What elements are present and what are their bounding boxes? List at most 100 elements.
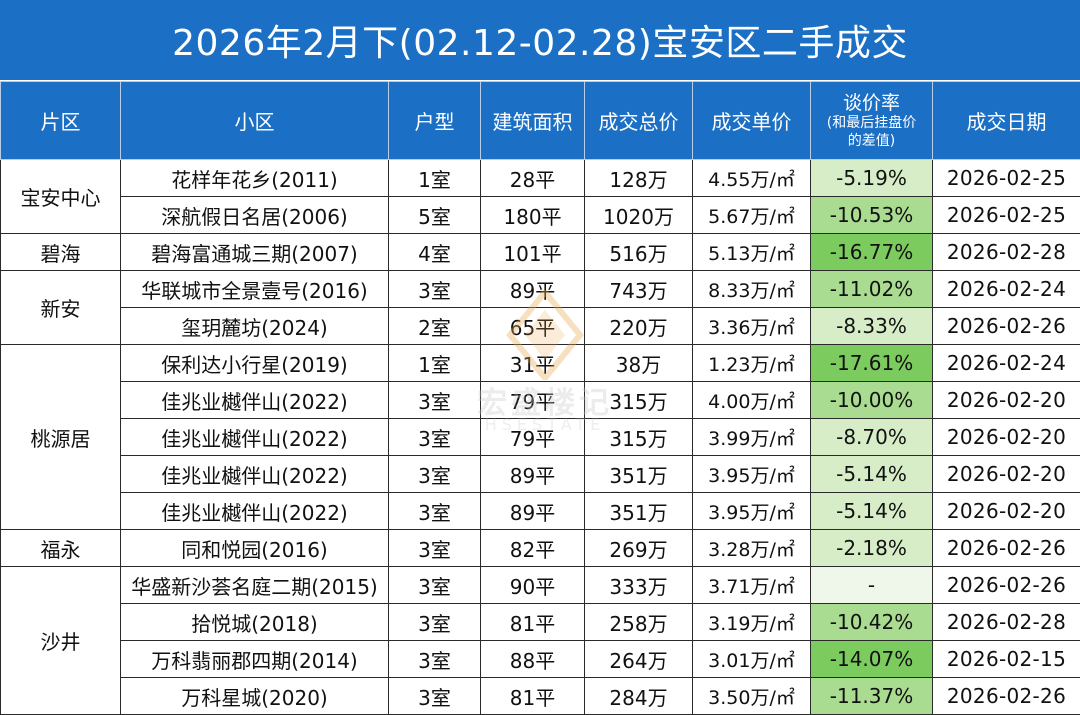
unit-price-value: 3.28	[708, 539, 750, 561]
discount-rate-cell: -11.37%	[811, 678, 933, 715]
header-rate-title: 谈价率	[811, 92, 932, 114]
district-cell: 碧海	[1, 234, 121, 271]
discount-rate-cell: -5.19%	[811, 160, 933, 197]
layout-cell: 2室	[389, 308, 481, 345]
area-cell: 90平	[481, 567, 585, 604]
header-community: 小区	[121, 82, 389, 160]
district-cell: 福永	[1, 530, 121, 567]
area-cell: 81平	[481, 678, 585, 715]
unit-price-value: 3.01	[708, 650, 750, 672]
unit-price-value: 3.99	[708, 428, 750, 450]
unit-price-suffix: 万/㎡	[750, 465, 794, 487]
area-cell: 65平	[481, 308, 585, 345]
total-price-cell: 284万	[585, 678, 693, 715]
total-price-cell: 516万	[585, 234, 693, 271]
header-row: 片区 小区 户型 建筑面积 成交总价 成交单价 谈价率 (和最后挂盘价 的差值)…	[1, 82, 1080, 160]
area-cell: 89平	[481, 456, 585, 493]
unit-price-cell: 3.50万/㎡	[693, 678, 811, 715]
unit-price-suffix: 万/㎡	[750, 613, 794, 635]
unit-price-value: 5.67	[708, 206, 750, 228]
header-rate-note-1: (和最后挂盘价	[811, 114, 932, 132]
layout-cell: 1室	[389, 160, 481, 197]
unit-price-cell: 3.01万/㎡	[693, 641, 811, 678]
date-cell: 2026-02-28	[933, 604, 1080, 641]
date-cell: 2026-02-26	[933, 308, 1080, 345]
unit-price-suffix: 万/㎡	[750, 317, 794, 339]
unit-price-suffix: 万/㎡	[750, 206, 794, 228]
date-cell: 2026-02-26	[933, 678, 1080, 715]
date-cell: 2026-02-20	[933, 419, 1080, 456]
header-total-price: 成交总价	[585, 82, 693, 160]
area-cell: 79平	[481, 419, 585, 456]
discount-rate-cell: -5.14%	[811, 456, 933, 493]
area-cell: 28平	[481, 160, 585, 197]
unit-price-cell: 3.95万/㎡	[693, 456, 811, 493]
unit-price-suffix: 万/㎡	[750, 428, 794, 450]
total-price-cell: 351万	[585, 456, 693, 493]
unit-price-value: 3.19	[708, 613, 750, 635]
layout-cell: 3室	[389, 641, 481, 678]
area-cell: 89平	[481, 493, 585, 530]
district-cell: 宝安中心	[1, 160, 121, 234]
layout-cell: 3室	[389, 678, 481, 715]
district-cell: 新安	[1, 271, 121, 345]
unit-price-suffix: 万/㎡	[750, 354, 794, 376]
community-cell: 玺玥麓坊(2024)	[121, 308, 389, 345]
unit-price-suffix: 万/㎡	[750, 576, 794, 598]
header-unit-price: 成交单价	[693, 82, 811, 160]
discount-rate-cell: -8.33%	[811, 308, 933, 345]
total-price-cell: 269万	[585, 530, 693, 567]
unit-price-value: 4.00	[708, 391, 750, 413]
community-cell: 拾悦城(2018)	[121, 604, 389, 641]
area-cell: 88平	[481, 641, 585, 678]
unit-price-suffix: 万/㎡	[750, 687, 794, 709]
date-cell: 2026-02-20	[933, 456, 1080, 493]
date-cell: 2026-02-26	[933, 567, 1080, 604]
unit-price-value: 5.13	[708, 243, 750, 265]
unit-price-suffix: 万/㎡	[750, 650, 794, 672]
discount-rate-cell: -	[811, 567, 933, 604]
total-price-cell: 333万	[585, 567, 693, 604]
layout-cell: 4室	[389, 234, 481, 271]
discount-rate-cell: -16.77%	[811, 234, 933, 271]
area-cell: 89平	[481, 271, 585, 308]
district-cell: 沙井	[1, 567, 121, 715]
layout-cell: 3室	[389, 271, 481, 308]
date-cell: 2026-02-24	[933, 345, 1080, 382]
discount-rate-cell: -11.02%	[811, 271, 933, 308]
area-cell: 31平	[481, 345, 585, 382]
unit-price-value: 3.95	[708, 465, 750, 487]
header-rate-note-2: 的差值)	[811, 132, 932, 150]
date-cell: 2026-02-20	[933, 493, 1080, 530]
layout-cell: 3室	[389, 493, 481, 530]
total-price-cell: 264万	[585, 641, 693, 678]
unit-price-cell: 3.71万/㎡	[693, 567, 811, 604]
unit-price-suffix: 万/㎡	[750, 391, 794, 413]
unit-price-value: 3.95	[708, 502, 750, 524]
layout-cell: 3室	[389, 567, 481, 604]
layout-cell: 3室	[389, 419, 481, 456]
unit-price-value: 1.23	[708, 354, 750, 376]
header-area: 建筑面积	[481, 82, 585, 160]
total-price-cell: 128万	[585, 160, 693, 197]
unit-price-suffix: 万/㎡	[750, 280, 794, 302]
date-cell: 2026-02-25	[933, 160, 1080, 197]
date-cell: 2026-02-24	[933, 271, 1080, 308]
area-cell: 81平	[481, 604, 585, 641]
date-cell: 2026-02-28	[933, 234, 1080, 271]
community-cell: 深航假日名居(2006)	[121, 197, 389, 234]
unit-price-cell: 1.23万/㎡	[693, 345, 811, 382]
area-cell: 101平	[481, 234, 585, 271]
unit-price-suffix: 万/㎡	[750, 539, 794, 561]
community-cell: 华联城市全景壹号(2016)	[121, 271, 389, 308]
unit-price-cell: 5.67万/㎡	[693, 197, 811, 234]
unit-price-suffix: 万/㎡	[750, 502, 794, 524]
unit-price-cell: 3.99万/㎡	[693, 419, 811, 456]
header-discount-rate: 谈价率 (和最后挂盘价 的差值)	[811, 82, 933, 160]
area-cell: 82平	[481, 530, 585, 567]
area-cell: 180平	[481, 197, 585, 234]
page-title: 2026年2月下(02.12-02.28)宝安区二手成交	[0, 0, 1080, 80]
